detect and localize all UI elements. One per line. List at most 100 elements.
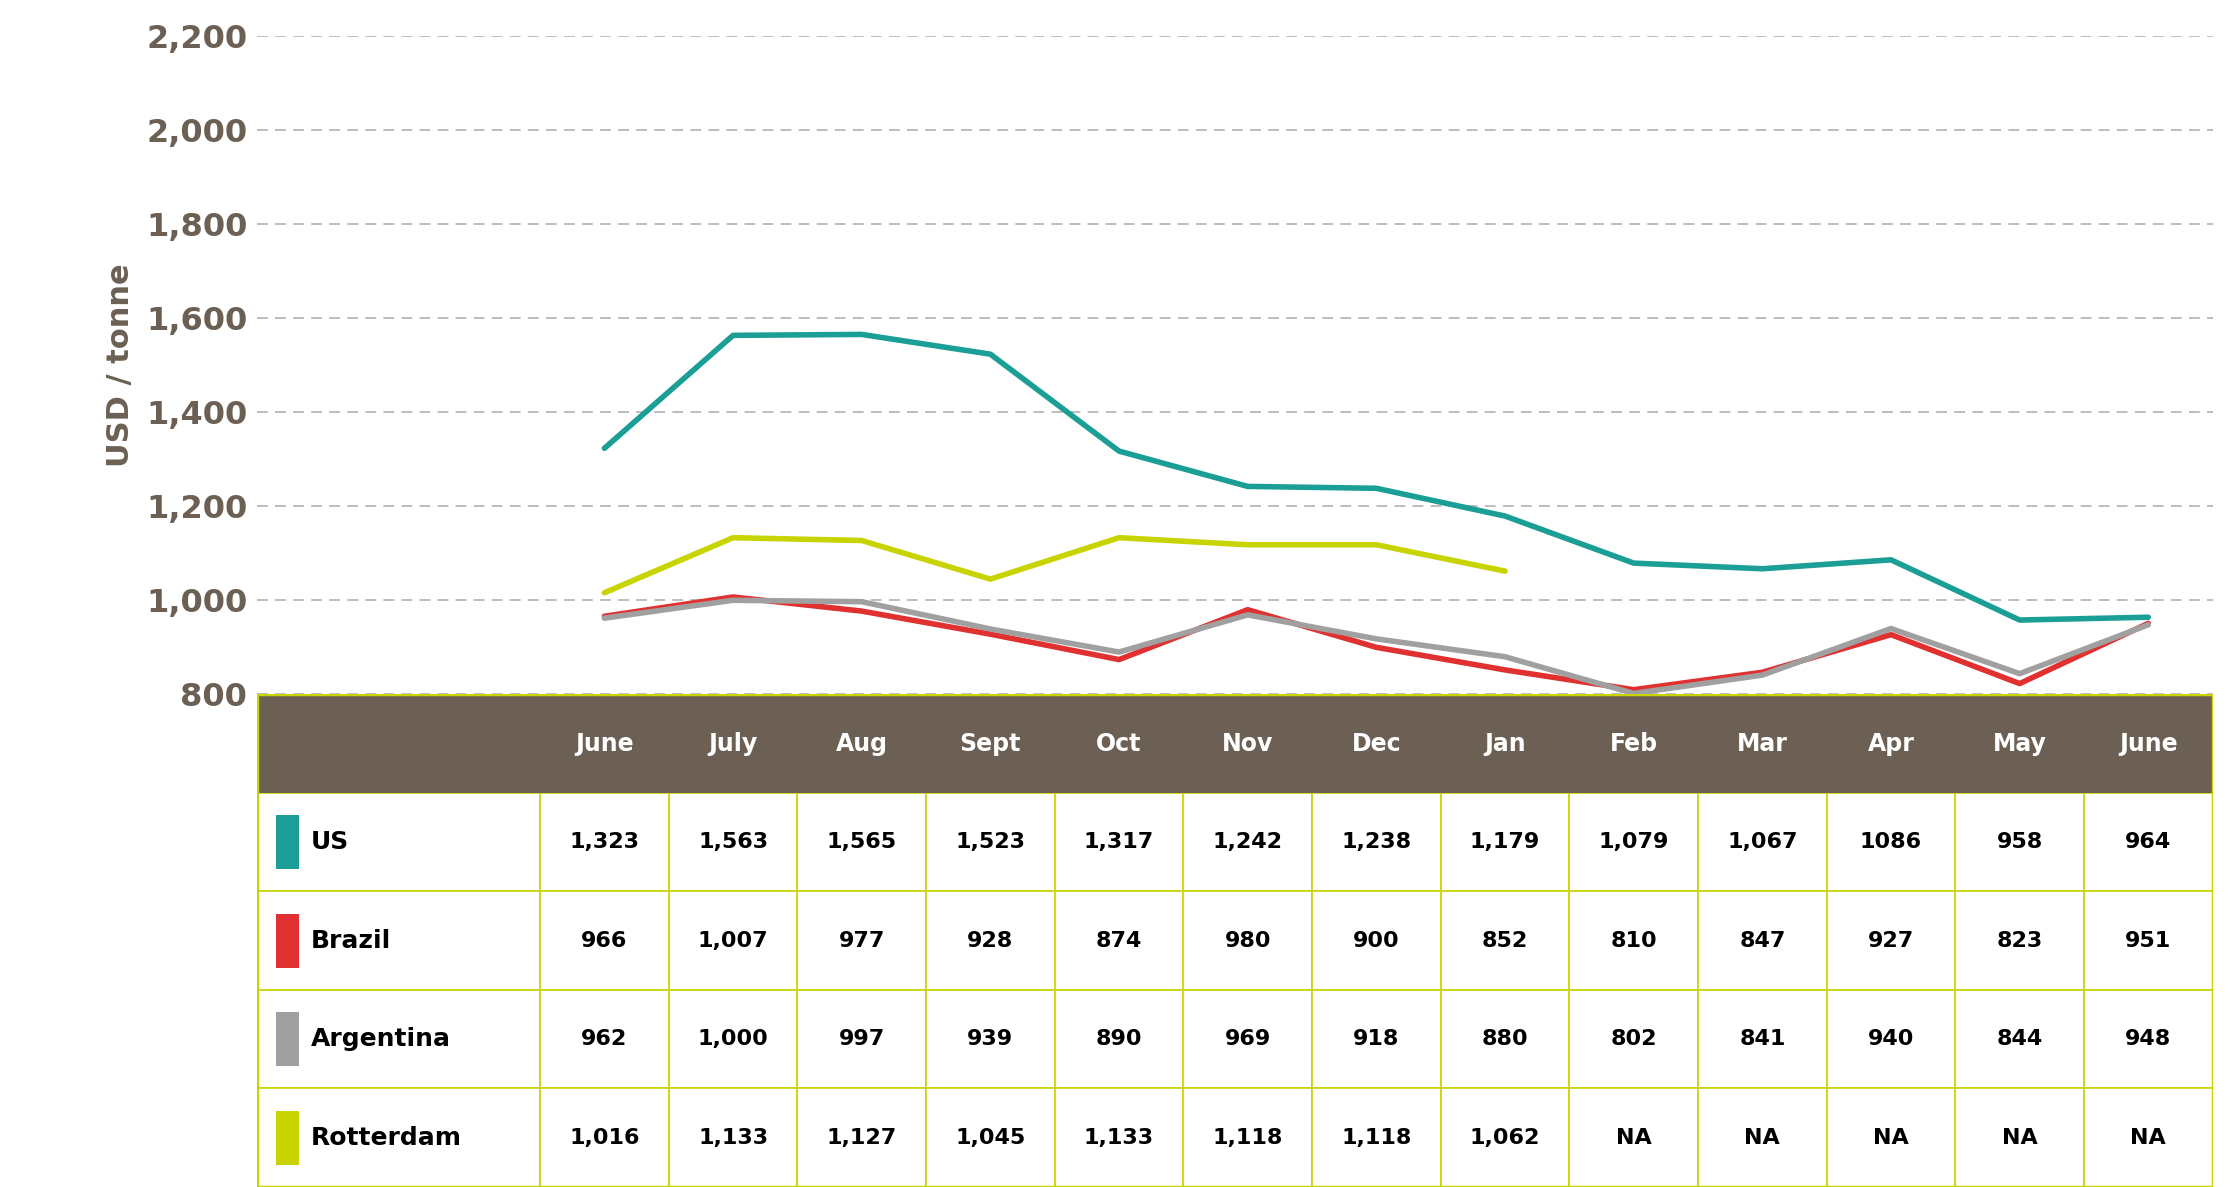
Bar <box>1442 891 1569 990</box>
Bar <box>541 793 668 891</box>
Text: Argentina: Argentina <box>311 1027 451 1052</box>
Text: 1086: 1086 <box>1860 832 1922 852</box>
Bar <box>1182 793 1312 891</box>
Text: 948: 948 <box>2125 1029 2172 1049</box>
Text: 841: 841 <box>1739 1029 1786 1049</box>
Bar <box>1182 694 1312 793</box>
Bar <box>1055 694 1182 793</box>
Text: NA: NA <box>2130 1128 2166 1148</box>
Bar <box>541 1088 668 1187</box>
Bar <box>1182 891 1312 990</box>
Bar <box>2083 990 2213 1088</box>
Text: NA: NA <box>2003 1128 2038 1148</box>
Bar <box>1569 990 1699 1088</box>
Text: 1,118: 1,118 <box>1214 1128 1283 1148</box>
Bar <box>257 891 541 990</box>
Text: 823: 823 <box>1996 931 2043 951</box>
Bar <box>1569 891 1699 990</box>
Text: 880: 880 <box>1482 1029 1529 1049</box>
Bar <box>1569 1088 1699 1187</box>
Bar <box>925 1088 1055 1187</box>
Text: 1,523: 1,523 <box>954 832 1026 852</box>
Bar <box>1956 891 2083 990</box>
Bar <box>2083 694 2213 793</box>
Text: 1,133: 1,133 <box>1084 1128 1153 1148</box>
Bar <box>257 694 541 793</box>
Bar <box>2083 891 2213 990</box>
Text: Oct: Oct <box>1097 731 1142 756</box>
Text: NA: NA <box>1616 1128 1652 1148</box>
Bar <box>798 694 925 793</box>
Bar <box>1442 990 1569 1088</box>
Y-axis label: USD / tonne: USD / tonne <box>105 264 134 466</box>
Text: 844: 844 <box>1996 1029 2043 1049</box>
Bar <box>1826 891 1956 990</box>
Bar <box>2083 1088 2213 1187</box>
Bar <box>1569 793 1699 891</box>
Text: Brazil: Brazil <box>311 928 391 953</box>
Text: Rotterdam: Rotterdam <box>311 1125 463 1150</box>
Bar <box>1826 990 1956 1088</box>
Bar <box>1699 891 1826 990</box>
Text: 1,000: 1,000 <box>697 1029 769 1049</box>
Text: 966: 966 <box>581 931 628 951</box>
Bar <box>257 990 541 1088</box>
Text: 874: 874 <box>1095 931 1142 951</box>
Text: NA: NA <box>1746 1128 1781 1148</box>
Text: 951: 951 <box>2125 931 2172 951</box>
Text: 1,045: 1,045 <box>954 1128 1026 1148</box>
Bar <box>277 815 299 869</box>
Text: Feb: Feb <box>1609 731 1658 756</box>
Bar <box>1055 1088 1182 1187</box>
Text: 980: 980 <box>1225 931 1272 951</box>
Bar <box>1182 990 1312 1088</box>
Text: Jan: Jan <box>1484 731 1527 756</box>
Text: June: June <box>574 731 635 756</box>
Bar <box>668 793 798 891</box>
Bar <box>277 1013 299 1066</box>
Text: 997: 997 <box>838 1029 885 1049</box>
Text: 1,062: 1,062 <box>1471 1128 1540 1148</box>
Bar <box>2083 793 2213 891</box>
Bar <box>1442 1088 1569 1187</box>
Text: 802: 802 <box>1611 1029 1656 1049</box>
Text: July: July <box>708 731 758 756</box>
Bar <box>1442 793 1569 891</box>
Text: 847: 847 <box>1739 931 1786 951</box>
Text: Nov: Nov <box>1223 731 1274 756</box>
Text: 1,179: 1,179 <box>1471 832 1540 852</box>
Bar <box>925 694 1055 793</box>
Bar <box>1055 990 1182 1088</box>
Text: 900: 900 <box>1352 931 1399 951</box>
Text: 940: 940 <box>1868 1029 1913 1049</box>
Bar <box>1569 694 1699 793</box>
Text: 1,565: 1,565 <box>827 832 896 852</box>
Text: 962: 962 <box>581 1029 628 1049</box>
Text: 1,242: 1,242 <box>1214 832 1283 852</box>
Bar <box>668 891 798 990</box>
Bar <box>1442 694 1569 793</box>
Text: 1,133: 1,133 <box>697 1128 769 1148</box>
Bar <box>1956 1088 2083 1187</box>
Bar <box>925 990 1055 1088</box>
Bar <box>1826 1088 1956 1187</box>
Text: 939: 939 <box>968 1029 1012 1049</box>
Bar <box>1699 990 1826 1088</box>
Bar <box>1699 793 1826 891</box>
Text: May: May <box>1994 731 2047 756</box>
Text: 1,016: 1,016 <box>570 1128 639 1148</box>
Text: 928: 928 <box>968 931 1012 951</box>
Bar <box>798 1088 925 1187</box>
Text: June: June <box>2119 731 2177 756</box>
Bar <box>798 891 925 990</box>
Bar <box>541 990 668 1088</box>
Text: 1,007: 1,007 <box>697 931 769 951</box>
Bar <box>1699 694 1826 793</box>
Bar <box>257 1088 541 1187</box>
Text: 958: 958 <box>1996 832 2043 852</box>
Text: Sept: Sept <box>959 731 1021 756</box>
Bar <box>1312 990 1442 1088</box>
Bar <box>1055 891 1182 990</box>
Bar <box>1956 793 2083 891</box>
Text: 977: 977 <box>838 931 885 951</box>
